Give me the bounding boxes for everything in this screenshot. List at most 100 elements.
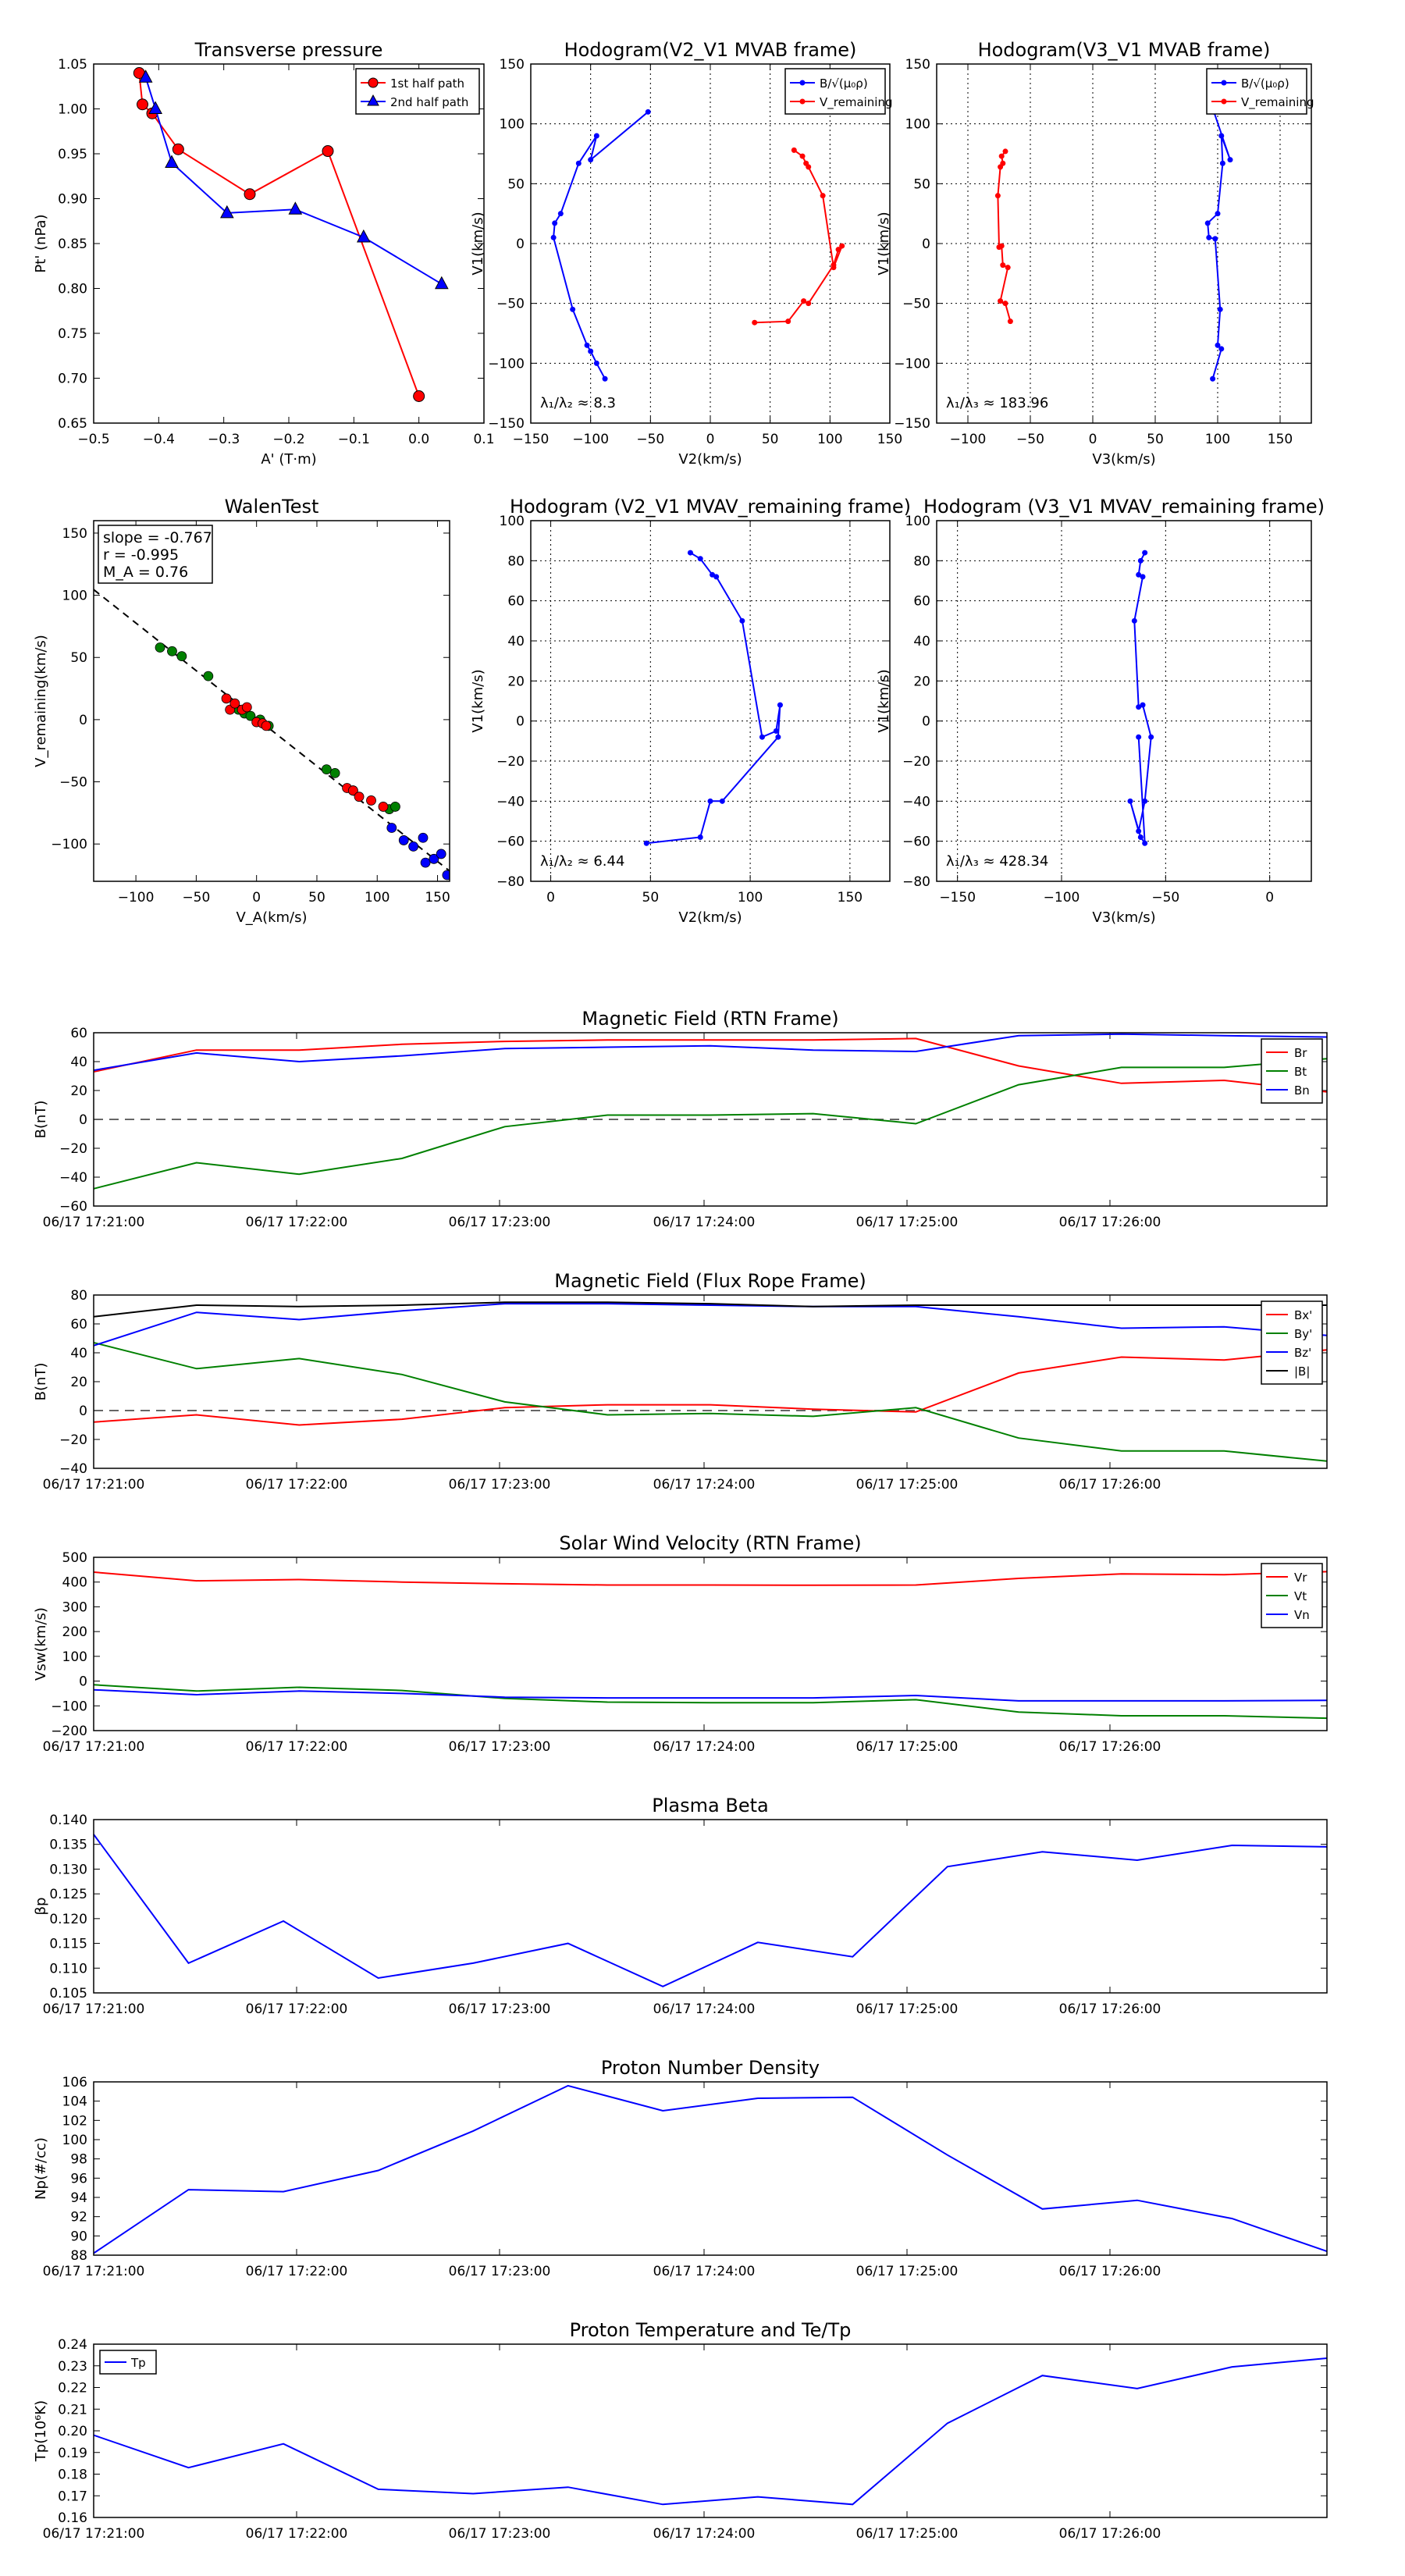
hodo4-ytick-label: 20 xyxy=(913,674,930,689)
hodo3-xtick-label: 100 xyxy=(738,890,763,906)
walen-marks xyxy=(94,589,450,881)
hodo1-legend xyxy=(784,68,886,115)
hodo2-point xyxy=(1000,262,1006,269)
bfr-xtick-label: 06/17 17:26:00 xyxy=(1059,1477,1161,1493)
beta-ytick-label: 0.130 xyxy=(49,1862,87,1877)
hodo4-xtick-label: 0 xyxy=(1265,890,1274,906)
hodo2-ytick-label: −50 xyxy=(902,297,930,312)
pt-ytick-label: 0.70 xyxy=(58,372,87,387)
beta-xtick-label: 06/17 17:22:00 xyxy=(246,2001,348,2017)
bfr-ytick-label: 40 xyxy=(70,1346,87,1361)
hodo4-ytick-label: −20 xyxy=(902,754,930,770)
hodo3-ytick-label: 0 xyxy=(516,714,525,730)
walen-xtick-label: −100 xyxy=(118,890,155,906)
hodo1-point xyxy=(752,319,758,326)
hodo2-point xyxy=(998,153,1005,159)
tp-ytick-label: 0.16 xyxy=(58,2510,87,2526)
beta-xtick-label: 06/17 17:24:00 xyxy=(653,2001,756,2017)
hodo3-title: Hodogram (V2_V1 MVAV_remaining frame) xyxy=(510,496,911,518)
hodo4-title: Hodogram (V3_V1 MVAV_remaining frame) xyxy=(923,496,1325,518)
hodo2-legend xyxy=(1206,68,1307,115)
hodo1-xtick-label: 100 xyxy=(817,432,842,447)
bfr-series-Bx xyxy=(93,1349,1328,1426)
beta-axes-frame xyxy=(93,1819,1328,1994)
hodo2-ytick-label: −100 xyxy=(894,356,930,372)
hodo4-point xyxy=(1148,734,1154,740)
pt-xtick-label: −0.4 xyxy=(143,432,175,447)
hodo4-ytick-label: −80 xyxy=(902,874,930,890)
beta-chart: 0.105 0.110 0.115 0.120 0.125 0.130 0.135 0.140… xyxy=(33,1795,1328,2017)
hodo1-point xyxy=(584,342,590,348)
hodo2-annotation: λ₁/λ₃ ≈ 183.96 xyxy=(946,395,1048,411)
vsw-xtick-label: 06/17 17:21:00 xyxy=(43,1739,145,1755)
tp-chart: 0.16 0.17 0.18 0.19 0.20 0.21 0.22 0.23 0.24 06/1… xyxy=(33,2319,1328,2542)
hodo4-xtick-label: −100 xyxy=(1044,890,1080,906)
vsw-series-Vr xyxy=(93,1571,1328,1586)
np-ytick-label: 102 xyxy=(62,2113,87,2129)
bfr-xtick-label: 06/17 17:23:00 xyxy=(449,1477,551,1493)
hodo1-ytick-label: 0 xyxy=(516,237,525,252)
hodo2-point xyxy=(1206,234,1212,240)
hodo4-ytick-label: 80 xyxy=(913,553,930,569)
vsw-ytick-label: 500 xyxy=(62,1550,87,1566)
hodo1-point xyxy=(806,301,812,307)
beta-ylabel: βp xyxy=(33,1898,49,1916)
hodo2-point xyxy=(1215,342,1221,348)
walen-point xyxy=(378,802,389,812)
walen-xtick-label: 100 xyxy=(365,890,389,906)
pt-ytick-label: 0.95 xyxy=(58,147,87,162)
hodo2-xtick-label: −50 xyxy=(1016,432,1044,447)
bfr-series-Bz xyxy=(93,1303,1328,1347)
hodo3-point xyxy=(707,798,713,804)
bfr-legend xyxy=(1261,1300,1323,1385)
walen-ytick-label: 0 xyxy=(79,713,87,728)
np-xtick-label: 06/17 17:25:00 xyxy=(856,2264,959,2279)
hodo4-point xyxy=(1127,798,1133,804)
hodo2-point xyxy=(1212,236,1218,242)
brtn-legend-label: Bn xyxy=(1294,1083,1310,1098)
hodo4-point xyxy=(1140,702,1146,708)
np-xtick-label: 06/17 17:24:00 xyxy=(653,2264,756,2279)
walen-point xyxy=(398,835,409,845)
hodo3-annotation: λ₁/λ₂ ≈ 6.44 xyxy=(540,853,624,870)
hodo1-point xyxy=(593,360,599,366)
tp-ytick-label: 0.22 xyxy=(58,2381,87,2396)
hodo2-xtick-label: 100 xyxy=(1205,432,1230,447)
np-axes-frame xyxy=(93,2081,1328,2256)
pt-ytick-label: 0.90 xyxy=(58,192,87,208)
hodo3-point xyxy=(775,734,781,740)
bfr-ytick-label: 20 xyxy=(70,1375,87,1390)
vsw-ylabel: Vsw(km/s) xyxy=(33,1607,49,1681)
vsw-series-Vn xyxy=(93,1688,1328,1702)
walen-xtick-label: 0 xyxy=(252,890,261,906)
hodo3-xtick-label: 150 xyxy=(838,890,863,906)
vsw-ytick-label: −200 xyxy=(51,1724,87,1739)
walen-ytick-label: −50 xyxy=(59,775,87,791)
pt-xlabel: A' (T·m) xyxy=(261,451,316,468)
np-xtick-label: 06/17 17:23:00 xyxy=(449,2264,551,2279)
brtn-series-Bn xyxy=(93,1033,1328,1072)
tp-xtick-label: 06/17 17:21:00 xyxy=(43,2526,145,2542)
walen-xtick-label: 50 xyxy=(308,890,325,906)
walen-point xyxy=(229,698,240,709)
walen-point xyxy=(167,646,177,656)
brtn-ytick-label: 0 xyxy=(79,1112,87,1128)
hodo2-ytick-label: 0 xyxy=(922,237,930,252)
walen-xtick-label: 150 xyxy=(425,890,450,906)
brtn-ytick-label: 60 xyxy=(70,1026,87,1041)
pt-ytick-label: 0.65 xyxy=(58,416,87,432)
hodo3-ytick-label: −80 xyxy=(496,874,525,890)
hodo2-xtick-label: 150 xyxy=(1268,432,1293,447)
tp-ytick-label: 0.21 xyxy=(58,2402,87,2418)
beta-title: Plasma Beta xyxy=(652,1795,768,1816)
pt-point xyxy=(165,155,179,168)
tp-ytick-label: 0.17 xyxy=(58,2489,87,2504)
hodo2-point xyxy=(1219,160,1225,166)
hodo3-ytick-label: 80 xyxy=(507,553,525,569)
hodo3-ytick-label: 100 xyxy=(500,514,525,529)
hodo4-xtick-label: −50 xyxy=(1151,890,1179,906)
hodo2-chart: −100 −50 0 50 100 150−150−100−50050100150Hodo… xyxy=(876,39,1314,468)
hodo3-ytick-label: −20 xyxy=(496,754,525,770)
vsw-series-Vt xyxy=(93,1684,1328,1720)
hodo2-ytick-label: 100 xyxy=(905,117,930,133)
